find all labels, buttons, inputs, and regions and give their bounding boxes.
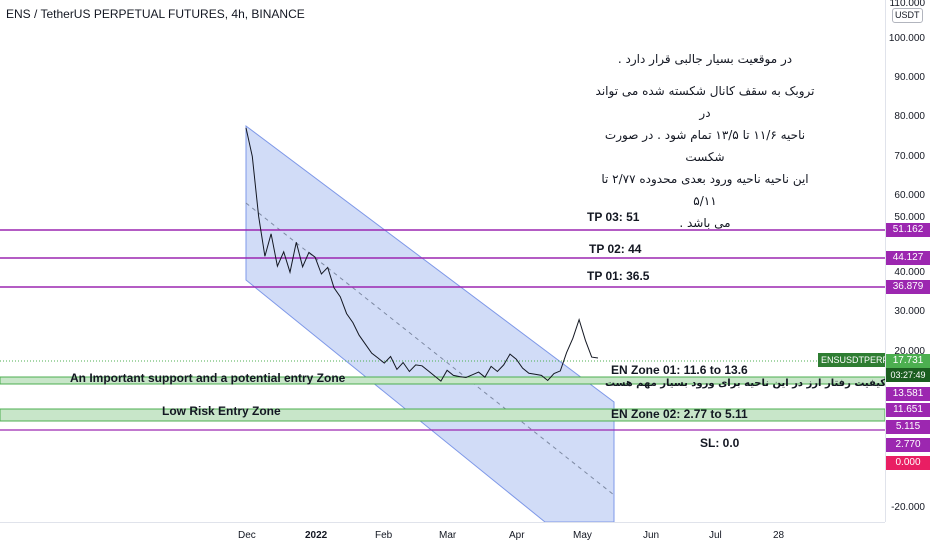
zone2-label: EN Zone 02: 2.77 to 5.11 — [611, 407, 748, 421]
chart-plot[interactable] — [0, 0, 885, 522]
sl-price-tag: 0.000 — [886, 456, 930, 470]
sl-label: SL: 0.0 — [700, 436, 740, 450]
descending-channel[interactable] — [245, 125, 615, 522]
tp3-label: TP 03: 51 — [587, 210, 640, 224]
analysis-note: در موقعیت بسیار جالبی قرار دارد . تروبک … — [590, 48, 820, 234]
zone-top-price-tag: 13.581 — [886, 387, 930, 401]
time-axis[interactable]: Dec 2022 Feb Mar Apr May Jun Jul 28 — [0, 522, 885, 551]
x-tick: May — [573, 530, 592, 541]
chart-title: ENS / TetherUS PERPETUAL FUTURES, 4h, BI… — [6, 7, 305, 21]
last-price-tag: 17.731 — [886, 354, 930, 368]
channel-midline — [245, 202, 615, 496]
entry-zone-1-band[interactable] — [0, 376, 885, 385]
tp1-price-tag: 36.879 — [886, 280, 930, 294]
x-tick: Dec — [238, 530, 256, 541]
note-line-2: تروبک به سقف کانال شکسته شده می تواند در — [595, 84, 815, 120]
low-risk-label: Low Risk Entry Zone — [162, 404, 281, 418]
y-tick: 100.000 — [888, 33, 925, 44]
x-tick: Jul — [709, 530, 722, 541]
y-tick: 50.000 — [894, 212, 925, 223]
zone-mid-price-tag: 11.651 — [886, 403, 930, 417]
tp3-price-tag: 51.162 — [886, 223, 930, 237]
y-tick: -20.000 — [891, 502, 925, 513]
zone1-note: کیفیت رفتار ارز در این ناحیه برای ورود ب… — [605, 378, 887, 389]
x-tick: Feb — [375, 530, 393, 541]
zone1-label: EN Zone 01: 11.6 to 13.6 — [611, 363, 748, 377]
y-tick: 110.000 — [889, 0, 925, 9]
x-tick: Mar — [439, 530, 457, 541]
x-tick: 2022 — [305, 530, 328, 541]
x-tick: Jun — [643, 530, 660, 541]
bar-countdown: 03:27:49 — [886, 368, 930, 382]
x-tick: Apr — [509, 530, 525, 541]
entry-zone-2-band[interactable] — [0, 408, 885, 422]
note-line-3: ناحیه ۱۱/۶ تا ۱۳/۵ تمام شود . در صورت شک… — [604, 128, 806, 164]
symbol-tag: ENSUSDTPERP — [818, 353, 892, 367]
currency-badge[interactable]: USDT — [892, 8, 923, 23]
zone2-top-price-tag: 5.115 — [886, 420, 930, 434]
note-line-1: در موقعیت بسیار جالبی قرار دارد . — [617, 52, 793, 66]
y-tick: 60.000 — [894, 190, 925, 201]
tp1-label: TP 01: 36.5 — [587, 269, 650, 283]
y-tick: 90.000 — [894, 72, 925, 83]
y-tick: 80.000 — [894, 111, 925, 122]
x-tick: 28 — [773, 530, 785, 541]
price-series-line[interactable] — [245, 127, 599, 382]
y-tick: 40.000 — [894, 267, 925, 278]
y-tick: 20.000 — [894, 346, 925, 357]
tp2-label: TP 02: 44 — [589, 242, 642, 256]
note-line-5: می باشد . — [679, 216, 731, 230]
y-tick: 30.000 — [894, 306, 925, 317]
y-tick: 70.000 — [894, 151, 925, 162]
support-label: An Important support and a potential ent… — [70, 371, 346, 385]
note-line-4: این ناحیه ناحیه ورود بعدی محدوده ۲/۷۷ تا… — [601, 172, 809, 208]
tp2-price-tag: 44.127 — [886, 251, 930, 265]
zone2-bottom-price-tag: 2.770 — [886, 438, 930, 452]
